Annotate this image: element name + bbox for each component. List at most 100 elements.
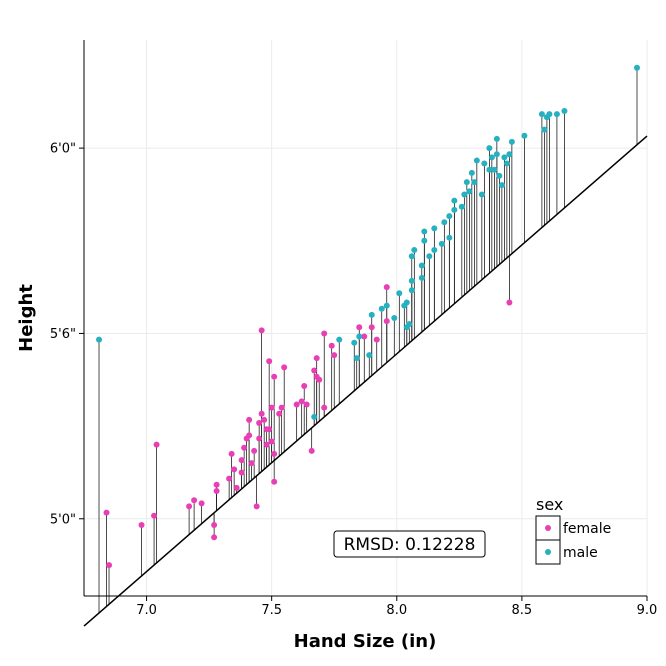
data-point-female [238,469,245,476]
data-point-male [418,274,425,281]
data-point-male [468,169,475,176]
data-point-female [138,521,145,528]
data-point-male [431,225,438,232]
data-point-female [226,475,233,482]
x-tick-label: 7.5 [261,603,282,618]
data-point-male [561,108,568,115]
data-point-female [233,484,240,491]
y-tick-label: 5'0" [50,512,76,527]
data-point-female [356,324,363,331]
data-point-female [238,457,245,464]
data-points [96,64,640,569]
data-point-male [451,197,458,204]
data-point-female [191,497,198,504]
data-point-male [553,111,560,118]
data-point-female [271,478,278,485]
regression-line [83,135,648,627]
data-point-female [186,503,193,510]
data-point-female [103,509,110,516]
legend-label-male: male [563,545,598,561]
data-point-male [493,151,500,158]
data-point-male [501,154,508,161]
data-point-female [258,410,265,417]
x-axis-title: Hand Size (in) [294,631,437,652]
data-point-male [421,237,428,244]
x-tick-label: 9.0 [637,603,658,618]
data-point-male [391,315,398,321]
data-point-male [503,160,510,167]
data-point-female [268,404,275,411]
data-point-female [213,487,220,494]
data-point-male [408,277,415,284]
data-point-female [246,416,253,423]
data-point-male [541,126,548,133]
data-point-female [293,401,300,408]
data-point-female [373,336,380,343]
data-point-female [263,441,270,448]
data-point-male [426,253,433,260]
legend-swatch-male [545,549,551,555]
data-point-male [441,219,448,226]
data-point-female [211,521,218,528]
x-tick-label: 8.0 [386,603,407,618]
data-point-male [496,172,503,179]
data-point-male [438,240,445,247]
data-point-female [213,481,220,488]
data-point-female [278,404,285,411]
data-point-male [481,160,488,167]
y-axis-ticks: 5'0" 5'6" 6'0" [50,142,84,527]
data-point-female [331,352,338,359]
data-point-male [406,321,413,328]
data-point-male [451,206,458,213]
data-point-female [301,382,308,389]
x-axis-ticks: 7.0 7.5 8.0 8.5 9.0 [136,596,657,618]
data-point-male [546,111,553,118]
data-point-female [211,534,218,541]
data-point-female [276,410,283,417]
data-point-male [353,355,360,362]
data-point-male [446,213,453,220]
data-point-female [153,441,160,448]
data-point-male [458,203,465,210]
legend-label-female: female [563,521,611,537]
plot-background [84,40,647,596]
data-point-male [508,138,515,145]
data-point-female [151,512,158,519]
data-point-female [248,460,255,467]
data-point-female [383,318,390,325]
legend-title: sex [536,495,563,514]
data-point-female [228,450,235,457]
data-point-male [488,154,495,161]
data-point-female [198,500,205,507]
data-point-female [308,447,315,454]
data-point-male [493,135,500,142]
data-point-male [466,188,473,195]
data-point-female [298,398,305,405]
legend-swatch-female [545,525,551,531]
data-point-male [378,305,385,312]
data-point-female [246,432,253,439]
rmsd-annotation: RMSD: 0.12228 [333,530,486,558]
data-point-female [256,420,263,427]
data-point-male [486,166,493,173]
data-point-male [383,302,390,309]
legend: sex female male [535,495,611,565]
data-point-female [261,416,268,423]
data-point-female [321,330,328,337]
data-point-female [241,444,248,451]
data-point-female [281,364,288,371]
data-point-male [411,247,418,254]
data-point-female [316,376,323,383]
data-point-female [303,401,310,408]
data-point-male [471,179,478,186]
data-point-male [336,336,343,343]
data-point-male [463,179,470,186]
data-point-female [271,450,278,457]
data-point-male [366,352,373,359]
data-point-male [461,191,468,198]
data-point-male [356,333,363,340]
data-point-female [251,447,258,454]
data-point-male [473,157,480,164]
data-point-male [506,151,513,158]
